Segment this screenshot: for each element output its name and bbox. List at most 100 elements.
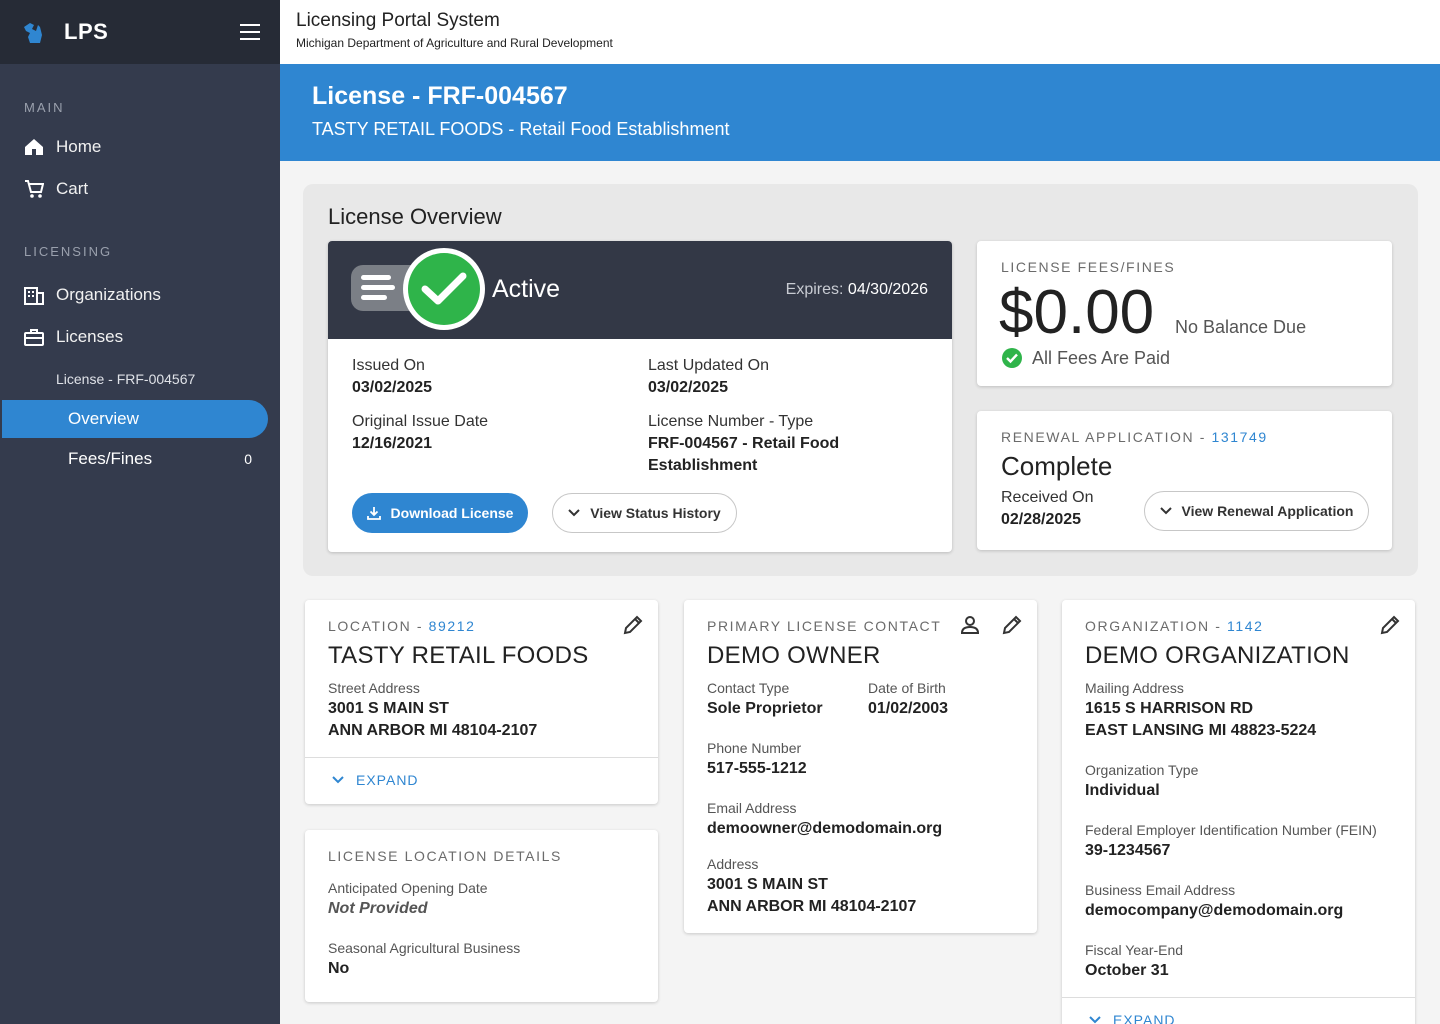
person-icon[interactable] [959,614,981,636]
expiration-date: Expires: 04/30/2026 [786,281,928,299]
chevron-down-icon [1159,507,1172,515]
address-line2: ANN ARBOR MI 48104-2107 [707,898,917,915]
last-updated-value: 03/02/2025 [648,379,729,396]
renewal-overline-label: RENEWAL APPLICATION - [1001,429,1212,445]
org-type-label: Organization Type [1085,762,1199,778]
sidebar-item-label: Organizations [56,285,161,304]
business-email-value: democompany@demodomain.org [1085,902,1344,919]
sidebar-item-home[interactable]: Home [0,126,280,168]
nav-section-main: MAIN [24,100,65,115]
fees-amount: $0.00 [999,278,1155,347]
phone-label: Phone Number [707,740,802,756]
email-label: Email Address [707,800,797,816]
fees-count-badge: 0 [244,451,252,467]
page-title: License - FRF-004567 [312,82,568,110]
dob-label: Date of Birth [868,680,946,696]
organization-overline-label: ORGANIZATION - [1085,618,1227,634]
sidebar-item-overview[interactable]: Overview [2,400,268,438]
no-balance-note: No Balance Due [1175,317,1307,337]
cart-icon [24,179,44,199]
dob-value: 01/02/2003 [868,700,949,717]
org-type-value: Individual [1085,782,1160,799]
download-license-button[interactable]: Download License [352,493,528,533]
seasonal-business-label: Seasonal Agricultural Business [328,940,521,956]
contact-name: DEMO OWNER [707,642,881,669]
sidebar-item-label: Home [56,137,102,156]
contact-type-label: Contact Type [707,680,790,696]
street-address-line1: 3001 S MAIN ST [328,700,449,717]
chevron-down-icon [332,776,344,784]
view-status-history-button[interactable]: View Status History [552,493,737,533]
sidebar-item-label: Cart [56,179,89,198]
fees-paid-row: All Fees Are Paid [1001,347,1170,369]
fiscal-year-label: Fiscal Year-End [1085,942,1184,958]
view-renewal-application-button[interactable]: View Renewal Application [1144,491,1369,531]
app-title: Licensing Portal System [296,10,500,31]
brand-bar: LPS [0,0,280,64]
sidebar-item-cart[interactable]: Cart [0,168,280,210]
pencil-icon[interactable] [622,614,644,636]
status-label: Active [492,275,561,303]
organization-overline: ORGANIZATION - 1142 [1085,618,1263,634]
check-circle-icon [1002,348,1022,368]
location-details-card: LICENSE LOCATION DETAILS Anticipated Ope… [305,830,658,1002]
fiscal-year-value: October 31 [1085,962,1169,979]
contact-type-value: Sole Proprietor [707,700,823,717]
last-updated-label: Last Updated On [648,357,769,374]
app-subtitle: Michigan Department of Agriculture and R… [296,36,613,50]
fees-paid-note: All Fees Are Paid [1032,347,1171,368]
opening-date-label: Anticipated Opening Date [328,880,488,896]
expand-label: EXPAND [1113,1012,1176,1024]
location-overline-label: LOCATION - [328,618,429,634]
view-status-history-label: View Status History [590,505,721,521]
expand-label: EXPAND [356,772,419,788]
sidebar-item-license-current[interactable]: License - FRF-004567 [56,371,196,387]
organization-name: DEMO ORGANIZATION [1085,642,1350,669]
received-on-label: Received On [1001,489,1094,506]
hamburger-menu-icon[interactable] [240,24,260,40]
expand-organization-button[interactable]: EXPAND [1089,1012,1176,1024]
renewal-status: Complete [1001,451,1113,481]
renewal-app-id-link[interactable]: 131749 [1211,429,1268,445]
expand-location-button[interactable]: EXPAND [332,772,419,788]
pencil-icon[interactable] [1379,614,1401,636]
download-icon [366,506,381,520]
view-renewal-application-label: View Renewal Application [1181,503,1354,519]
location-name: TASTY RETAIL FOODS [328,642,589,669]
mailing-address-line1: 1615 S HARRISON RD [1085,700,1254,717]
sidebar-item-licenses[interactable]: Licenses [0,316,280,358]
street-address-line2: ANN ARBOR MI 48104-2107 [328,722,538,739]
pencil-icon[interactable] [1001,614,1023,636]
contact-overline: PRIMARY LICENSE CONTACT [707,618,942,634]
building-icon [24,285,44,305]
list-lines-icon [361,275,395,305]
issued-on-label: Issued On [352,357,425,374]
chevron-down-icon [1089,1016,1101,1024]
renewal-overline: RENEWAL APPLICATION - 131749 [1001,429,1268,445]
license-number-label: License Number - Type [648,413,814,430]
home-icon [24,137,44,157]
download-license-label: Download License [390,505,514,521]
sidebar-item-organizations[interactable]: Organizations [0,274,280,316]
location-details-overline: LICENSE LOCATION DETAILS [328,848,562,864]
organization-id-link[interactable]: 1142 [1226,618,1264,634]
page-subtitle: TASTY RETAIL FOODS - Retail Food Establi… [312,119,730,139]
fein-label: Federal Employer Identification Number (… [1085,822,1377,838]
received-on-value: 02/28/2025 [1001,511,1082,528]
app-short-name: LPS [64,19,109,44]
sidebar-item-fees[interactable]: Fees/Fines 0 [0,438,280,480]
license-status-card: Active Expires: 04/30/2026 Issued On 03/… [328,241,952,552]
original-issue-label: Original Issue Date [352,413,489,430]
renewal-card: RENEWAL APPLICATION - 131749 Complete Re… [977,411,1392,550]
check-circle-icon [403,248,485,330]
location-overline: LOCATION - 89212 [328,618,476,634]
location-id-link[interactable]: 89212 [428,618,476,634]
michigan-logo-icon [18,15,52,49]
mailing-address-label: Mailing Address [1085,680,1184,696]
license-number-value: FRF-004567 - Retail Food Establishment [648,435,840,474]
address-label: Address [707,856,759,872]
expires-value: 04/30/2026 [847,281,928,298]
address-line1: 3001 S MAIN ST [707,876,828,893]
issued-on-value: 03/02/2025 [352,379,433,396]
chevron-down-icon [568,509,580,517]
